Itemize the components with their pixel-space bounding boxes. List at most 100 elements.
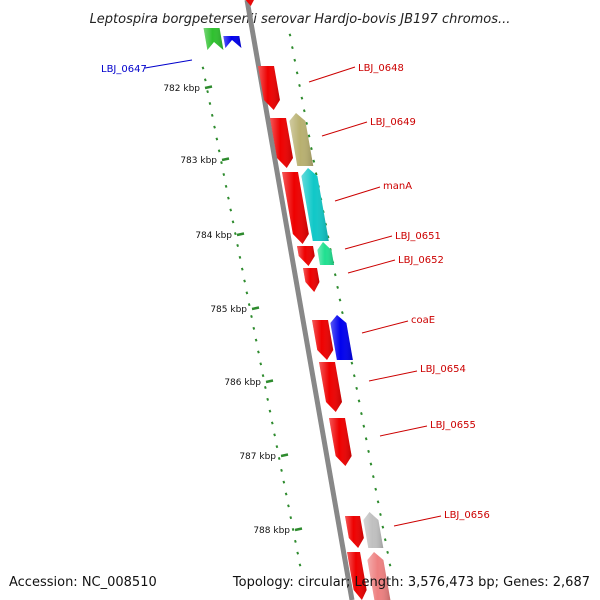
ruler-dot: [388, 563, 392, 567]
ruler-dot: [287, 504, 290, 508]
ruler-dot: [254, 338, 258, 342]
ruler-dot: [352, 374, 356, 378]
gene-label[interactable]: LBJ_0649: [370, 117, 416, 128]
gene-label[interactable]: LBJ_0648: [358, 63, 404, 74]
gene-label[interactable]: LBJ_0656: [444, 510, 490, 521]
gene-leader-line: [347, 259, 396, 274]
gene-feature-shade: [270, 118, 293, 168]
ruler-dot: [291, 527, 295, 532]
ruler-dot: [243, 279, 246, 283]
ruler-dot: [333, 273, 337, 277]
ruler-dot: [229, 208, 233, 212]
gene-feature-shade: [347, 552, 367, 600]
scale-tick-label: 787 kbp: [239, 452, 276, 462]
gene-feature-shade: [245, 0, 254, 6]
scale-tick-label: 784 kbp: [195, 231, 232, 241]
ruler-dot: [250, 314, 253, 319]
scale-ruler: 782 kbp 783 kbp 784 kbp 785 kbp 786 kbp 787 k…: [163, 33, 392, 567]
ruler-dot: [259, 362, 263, 366]
ruler-dot: [257, 350, 260, 354]
gene-feature-shade: [301, 168, 329, 241]
ruler-dot: [341, 311, 344, 315]
ruler-dot: [295, 71, 299, 75]
ruler-dot: [245, 291, 249, 295]
ruler-dot: [289, 516, 293, 520]
scale-tick: [236, 232, 245, 237]
ruler-dot: [307, 134, 311, 138]
gene-feature-shade: [258, 66, 280, 110]
scale-tick: [251, 306, 260, 311]
gene-feature-shade: [330, 315, 353, 360]
scale-tick: [221, 157, 230, 162]
gene-feature-shade: [223, 36, 242, 48]
ruler-dot: [338, 298, 342, 302]
ruler-dot: [273, 433, 276, 437]
ruler-dot: [277, 456, 281, 461]
ruler-dot: [355, 386, 359, 390]
ruler-dot: [357, 399, 361, 403]
gene-label[interactable]: LBJ_0652: [398, 255, 444, 266]
gene-feature-shade: [345, 516, 364, 548]
ruler-dot: [376, 500, 380, 504]
gene-label[interactable]: coaE: [411, 315, 435, 326]
gene-label[interactable]: LBJ_0654: [420, 364, 466, 375]
ruler-dot: [374, 487, 378, 491]
gene-labels: LBJ_0647 LBJ_0648 LBJ_0649 manA LBJ_0651 LBJ_…: [101, 59, 490, 527]
accession-text: Accession: NC_008510: [9, 575, 157, 590]
ruler-dot: [302, 109, 306, 113]
inner-ruler-dots: [201, 66, 302, 567]
scale-tick-label: 786 kbp: [224, 378, 261, 388]
ruler-dot: [305, 121, 309, 125]
scale-tick: [204, 85, 213, 90]
ruler-dot: [224, 184, 228, 188]
ruler-dot: [208, 101, 212, 106]
gene-feature-shade: [297, 246, 315, 266]
ruler-dot: [210, 113, 214, 117]
feature-track: [203, 0, 391, 600]
gene-leader-line: [144, 59, 193, 69]
gene-label[interactable]: LBJ_0651: [395, 231, 441, 242]
ruler-dot: [222, 172, 226, 177]
ruler-dot: [252, 326, 256, 330]
ruler-dot: [312, 159, 316, 163]
gene-leader-line: [368, 370, 418, 382]
gene-feature-shade: [317, 242, 335, 265]
gene-label[interactable]: LBJ_0655: [430, 420, 476, 431]
gene-feature-shade: [312, 320, 334, 360]
gene-label[interactable]: LBJ_0647: [101, 64, 147, 75]
gene-leader-line: [334, 186, 381, 202]
ruler-dot: [298, 563, 302, 567]
ruler-dot: [371, 475, 375, 479]
ruler-dot: [291, 46, 294, 50]
ruler-dot: [264, 385, 267, 390]
ruler-dot: [238, 255, 242, 259]
scale-tick-label: 783 kbp: [180, 156, 217, 166]
gene-feature-shade: [282, 172, 309, 244]
ruler-dot: [227, 196, 230, 200]
gene-feature-shade: [329, 418, 352, 466]
ruler-dot: [310, 147, 313, 151]
scale-tick-label: 788 kbp: [253, 526, 290, 536]
gene-feature-shade: [289, 113, 314, 166]
ruler-dot: [294, 539, 297, 543]
ruler-dot: [288, 33, 292, 37]
ruler-dot: [298, 83, 301, 87]
ruler-dot: [364, 437, 368, 441]
ruler-dot: [217, 149, 221, 153]
ruler-dot: [275, 445, 279, 449]
ruler-dot: [379, 513, 382, 517]
ruler-dot: [362, 424, 366, 428]
ruler-dot: [268, 409, 272, 413]
gene-label[interactable]: manA: [383, 181, 412, 192]
ruler-dot: [220, 161, 223, 165]
gene-feature-shade: [319, 362, 342, 412]
ruler-dot: [215, 137, 219, 141]
ruler-dot: [270, 421, 274, 425]
scale-tick: [294, 527, 303, 532]
scale-tick: [265, 379, 274, 384]
ruler-dot: [367, 449, 370, 453]
ruler-dot: [206, 90, 209, 94]
scale-tick-label: 782 kbp: [163, 84, 200, 94]
ruler-dot: [261, 374, 265, 378]
